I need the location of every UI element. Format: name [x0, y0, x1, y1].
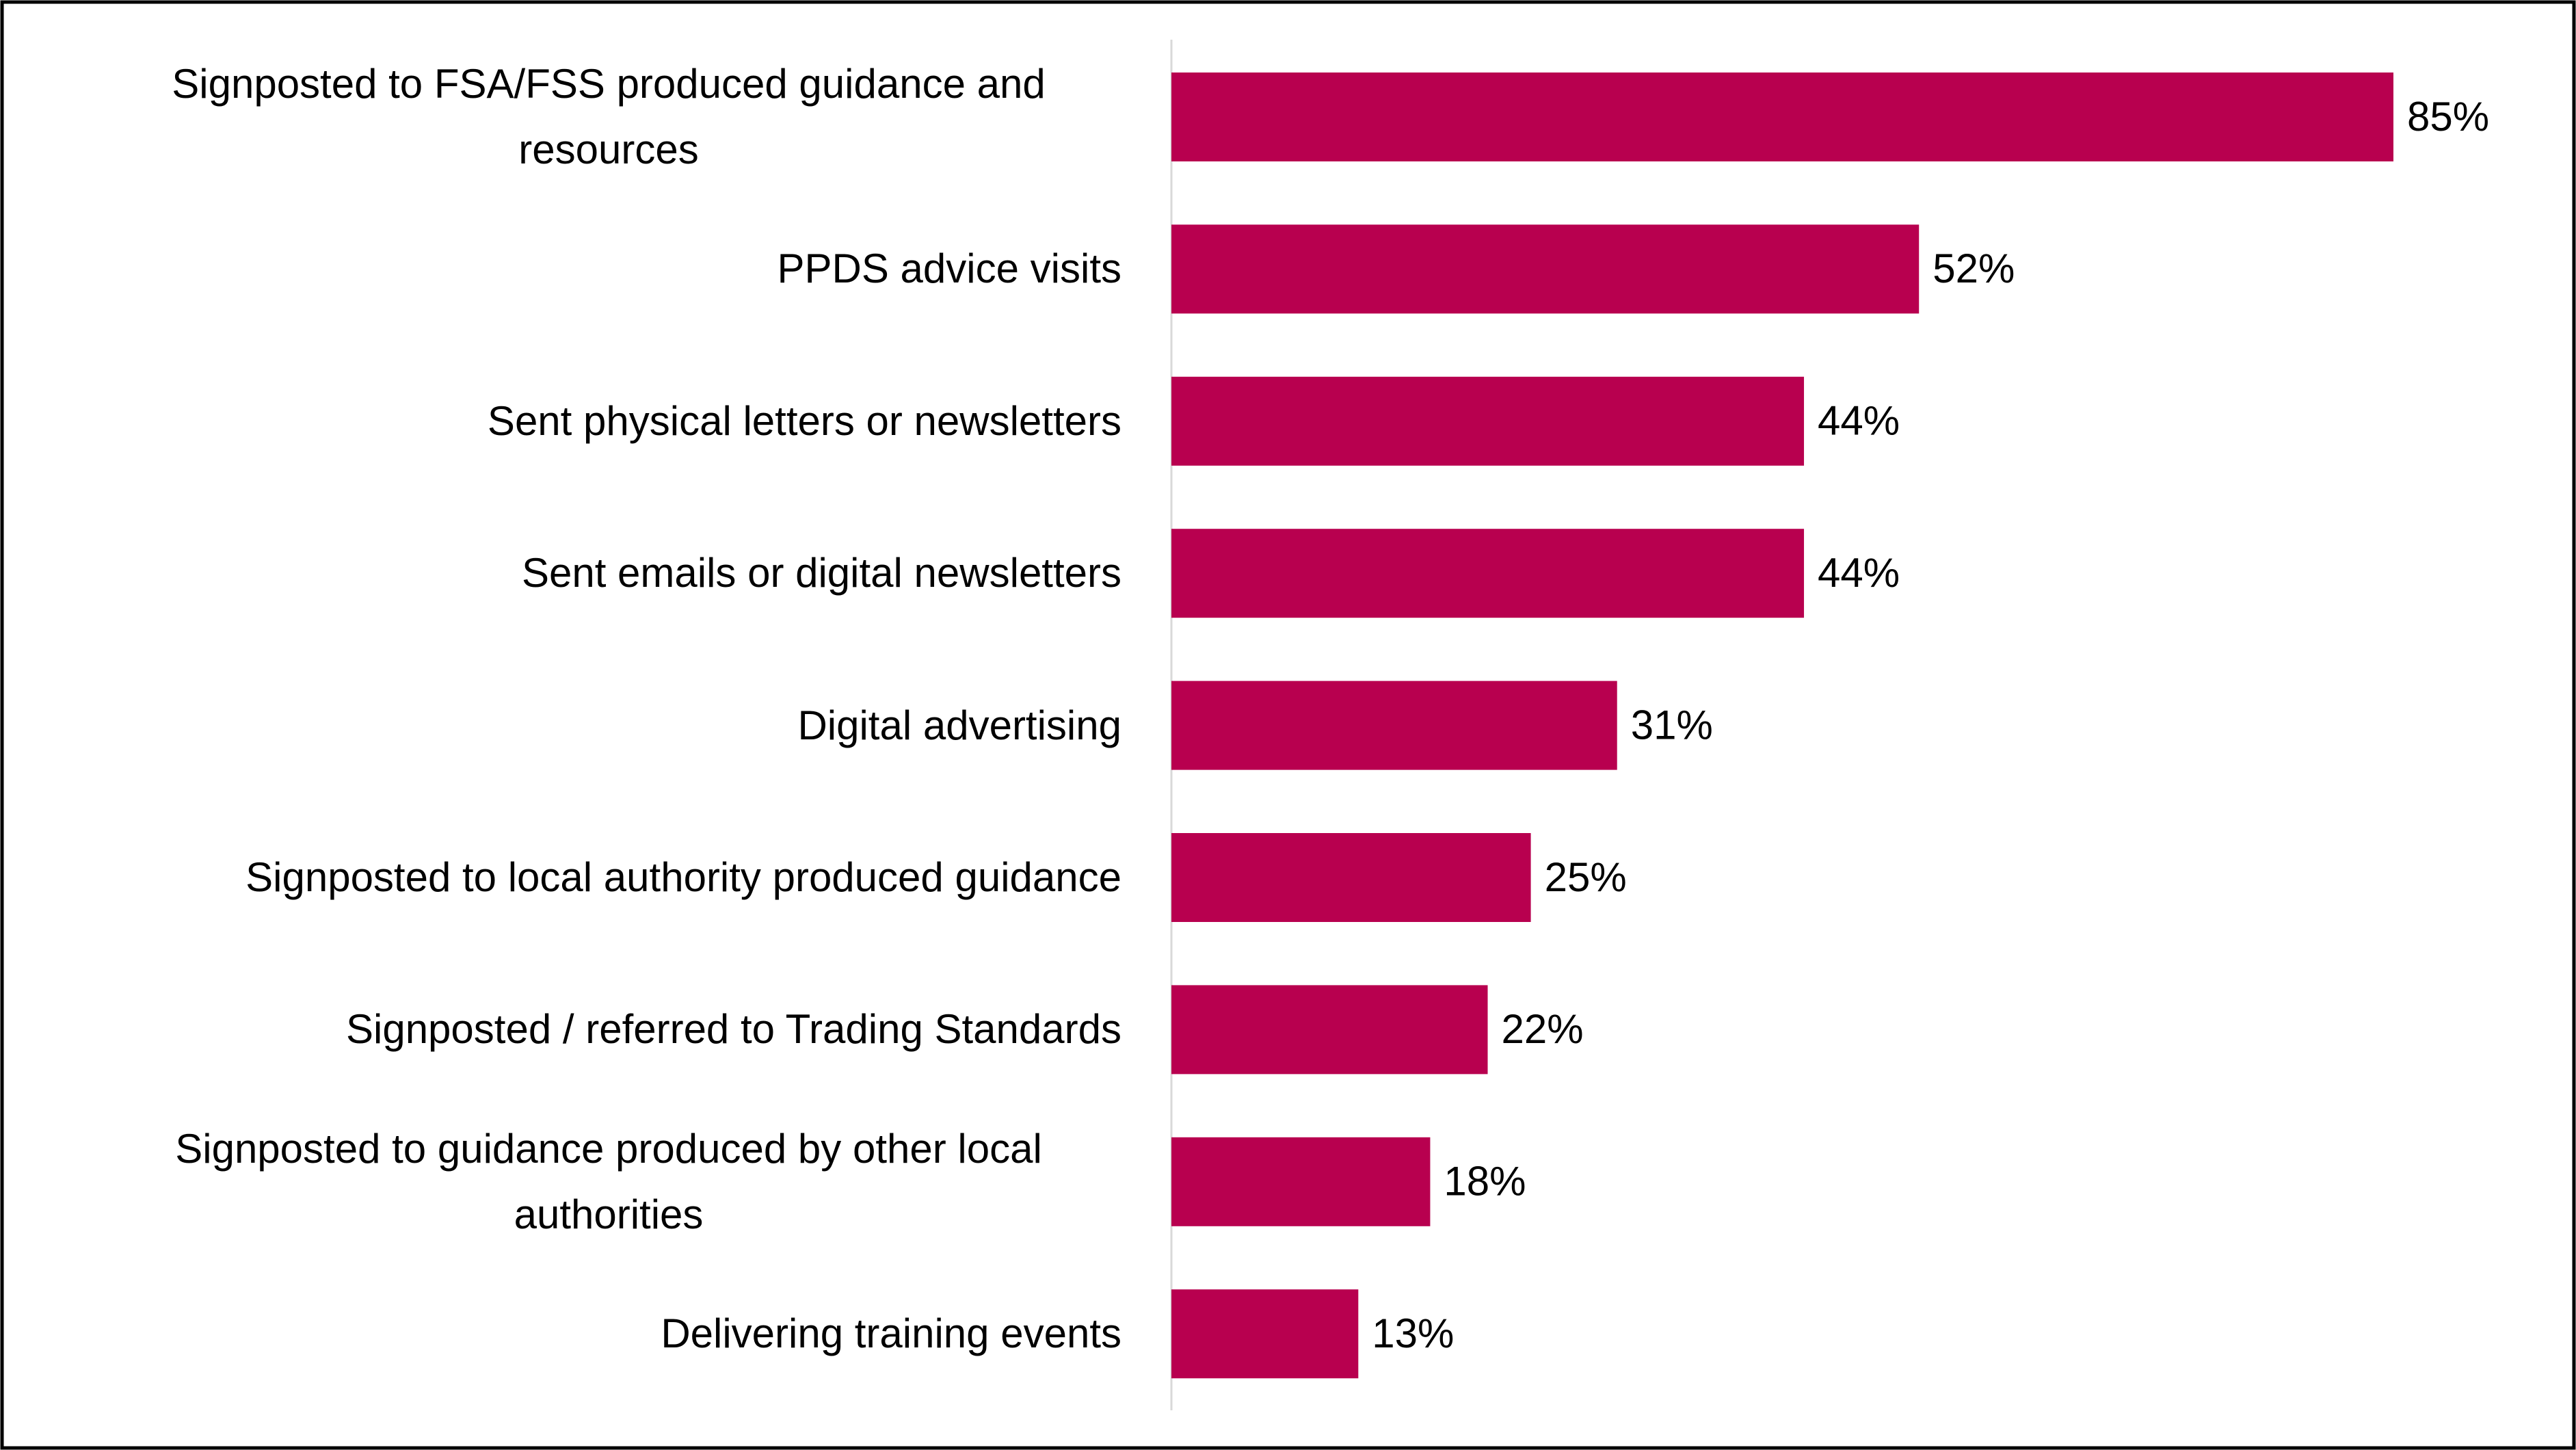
value-label: 13% [1372, 1310, 1454, 1356]
bar [1171, 1137, 1431, 1226]
category-label: Delivering training events [661, 1310, 1121, 1357]
value-label: 18% [1444, 1159, 1526, 1204]
category-label: Signposted to local authority produced g… [245, 854, 1121, 900]
bar [1171, 529, 1805, 618]
value-label: 85% [2407, 94, 2489, 140]
category-label: Signposted to guidance produced by other… [175, 1125, 1042, 1237]
value-label: 44% [1818, 550, 1900, 596]
bar [1171, 833, 1531, 922]
value-label: 25% [1545, 854, 1627, 900]
value-label: 22% [1502, 1006, 1584, 1052]
bar [1171, 72, 2393, 161]
category-label: PPDS advice visits [777, 246, 1122, 292]
bar [1171, 1289, 1359, 1379]
category-label: Signposted to FSA/FSS produced guidance … [172, 61, 1046, 172]
value-label: 52% [1933, 246, 2015, 291]
category-label: Sent emails or digital newsletters [521, 550, 1121, 596]
bar [1171, 681, 1617, 770]
bar [1171, 376, 1805, 466]
category-label: Sent physical letters or newsletters [487, 397, 1121, 444]
category-label: Signposted / referred to Trading Standar… [345, 1006, 1121, 1053]
bar [1171, 985, 1488, 1075]
value-label: 31% [1631, 702, 1713, 748]
category-label: Digital advertising [797, 702, 1121, 748]
value-label: 44% [1818, 398, 1900, 444]
bar [1171, 224, 1920, 314]
